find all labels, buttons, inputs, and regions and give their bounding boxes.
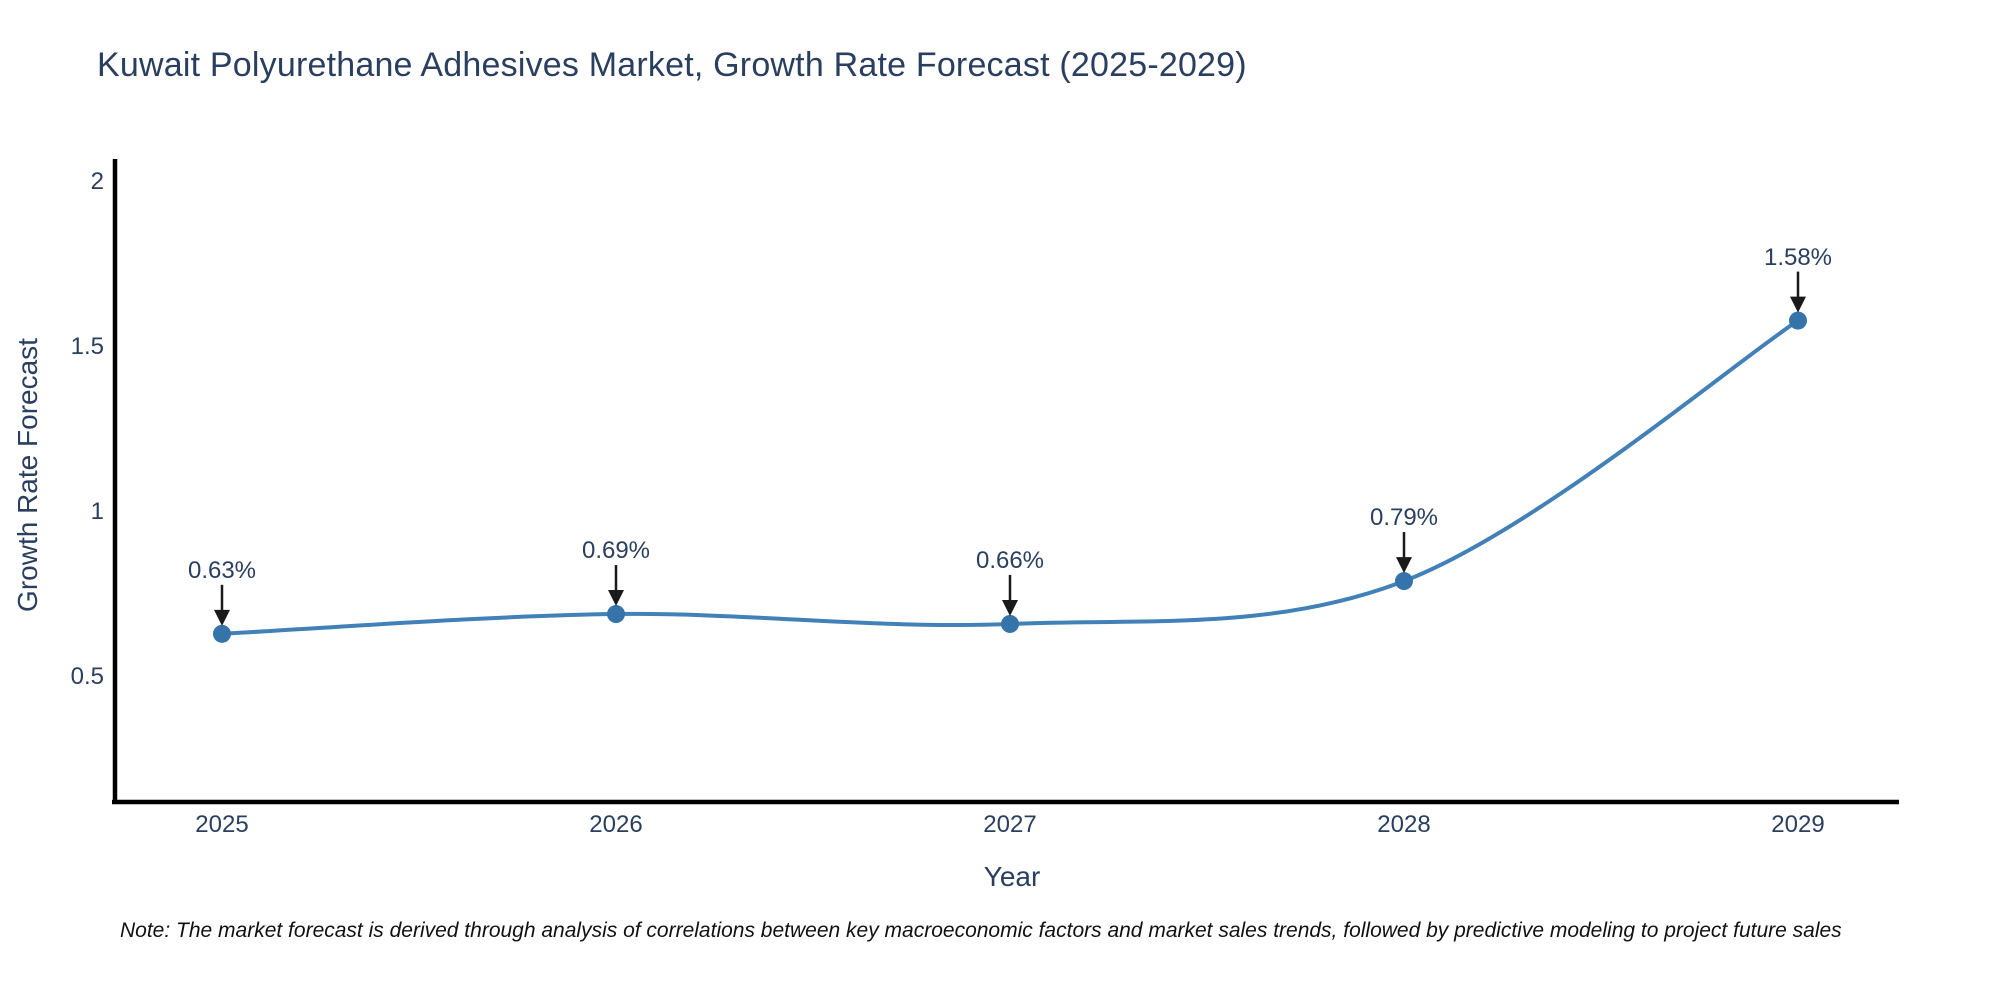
- trend-line: [220, 318, 1800, 636]
- x-tick-label-2025: 2025: [195, 811, 249, 838]
- data-point-marker-2025: [213, 624, 231, 643]
- x-tick-label-2027: 2027: [983, 811, 1037, 838]
- point-annotation-label-2025: 0.63%: [187, 556, 257, 584]
- x-tick-label-2029: 2029: [1771, 811, 1825, 838]
- annotation-arrow-head-2026: [608, 590, 624, 607]
- y-tick-label-1.5: 1.5: [70, 332, 104, 360]
- data-point-marker-2027: [1001, 614, 1019, 633]
- y-tick-label-0.5: 0.5: [70, 662, 104, 690]
- annotation-arrow-head-2025: [214, 609, 230, 626]
- annotation-arrow-head-2028: [1396, 557, 1412, 574]
- footnote: Note: The market forecast is derived thr…: [120, 919, 1842, 942]
- point-annotation-label-2026: 0.69%: [581, 537, 651, 565]
- point-annotation-label-2029: 1.58%: [1763, 243, 1833, 271]
- x-axis-title: Year: [983, 861, 1041, 892]
- data-point-marker-2026: [607, 605, 625, 624]
- x-tick-label-2028: 2028: [1377, 811, 1431, 838]
- annotation-arrow-head-2027: [1002, 599, 1018, 616]
- point-annotation-label-2028: 0.79%: [1369, 504, 1439, 532]
- chart-title: Kuwait Polyurethane Adhesives Market, Gr…: [97, 46, 1247, 84]
- annotation-arrow-head-2029: [1790, 296, 1806, 313]
- point-annotation-label-2027: 0.66%: [975, 546, 1045, 574]
- x-tick-label-2026: 2026: [589, 811, 643, 838]
- data-point-marker-2029: [1789, 311, 1807, 330]
- data-point-marker-2028: [1395, 572, 1413, 591]
- y-tick-label-2: 2: [90, 168, 104, 196]
- y-axis-title: Growth Rate Forecast: [12, 338, 43, 612]
- y-tick-label-1: 1: [90, 497, 104, 525]
